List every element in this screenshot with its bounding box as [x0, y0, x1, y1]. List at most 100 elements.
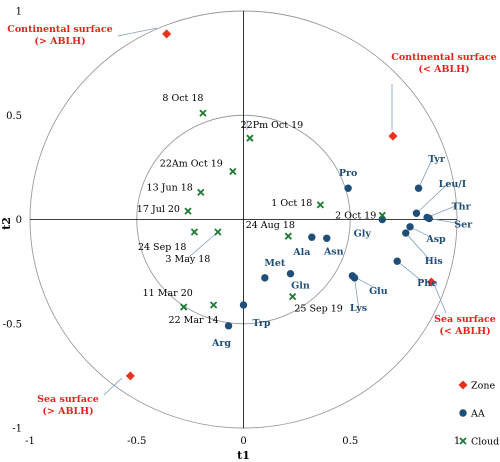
cloud-label-13-jun-18: 13 Jun 18	[147, 182, 193, 193]
data-points	[125, 29, 436, 381]
cloud-label-11-mar-20: 11 Mar 20	[143, 288, 193, 299]
y-axis-title: t2	[0, 217, 13, 230]
leader-line-leu-i	[416, 182, 449, 214]
point-labels: Continental surface (> ABLH) Continental s…	[7, 24, 496, 417]
aa-point-trp	[239, 301, 248, 309]
cloud-label-22-mar-14: 22 Mar 14	[169, 315, 219, 326]
aa-point-asn	[323, 234, 331, 242]
leader-line-thr	[426, 205, 458, 218]
leader-line-his	[405, 232, 431, 261]
aa-label-asp: Asp	[425, 234, 446, 245]
cloud-point-22am-oct-19	[229, 167, 237, 176]
aa-point-met	[261, 274, 269, 282]
cloud-point-1-oct-18	[316, 201, 324, 209]
leader-line-3-may-18	[187, 231, 219, 259]
cloud-point-11-mar-20	[180, 303, 188, 311]
legend-entry-cloud: Cloud	[459, 437, 499, 448]
aa-label-phe: Phe	[417, 278, 437, 289]
zone-point-sea-surface-ablh	[125, 371, 135, 381]
cloud-label-3-may-18: 3 May 18	[165, 254, 210, 265]
cloud-point-13-jun-18	[197, 188, 205, 197]
aa-point-gln	[286, 270, 295, 278]
aa-point-arg	[224, 322, 233, 330]
aa-label-trp: Trp	[252, 318, 270, 329]
aa-point-asp	[406, 223, 414, 231]
aa-point-pro	[344, 184, 352, 192]
cloud-label-2-oct-19: 2 Oct 19	[335, 210, 376, 221]
legend-entry-zone: Zone	[458, 380, 495, 392]
x-tick-label: 0	[240, 436, 246, 447]
aa-label-his: His	[425, 256, 443, 267]
aa-label-gln: Gln	[291, 281, 310, 292]
cloud-point-24-aug-18	[284, 232, 292, 240]
x-axis-title: t1	[237, 449, 250, 462]
aa-label-ala: Ala	[292, 247, 310, 258]
legend-marker-aa	[459, 409, 467, 417]
y-tick-label: 0.5	[6, 111, 22, 122]
aa-label-lys: Lys	[350, 303, 367, 314]
aa-label-arg: Arg	[211, 338, 231, 349]
legend: Zone AA Cloud	[458, 380, 499, 448]
leader-line-phe	[396, 260, 424, 283]
legend-label-zone: Zone	[471, 381, 495, 392]
zone-label-sea-surface-ablh: Sea surface (< ABLH)	[434, 314, 496, 337]
aa-label-thr: Thr	[452, 201, 472, 212]
y-tick-label: 0	[16, 215, 22, 226]
x-tick-label: -0.5	[127, 436, 146, 447]
leader-line-continental-surface-ablh	[117, 27, 158, 37]
cloud-point-2-oct-19	[378, 211, 386, 219]
y-tick-label: -0.5	[3, 319, 22, 330]
legend-label-cloud: Cloud	[471, 437, 499, 448]
y-tick-label: -1	[12, 424, 22, 435]
legend-marker-cloud	[459, 437, 467, 445]
aa-label-met: Met	[264, 258, 286, 269]
zone-label-continental-surface-ablh: Continental surface (< ABLH)	[391, 52, 496, 75]
aa-point-his	[402, 229, 410, 237]
cloud-point-8-oct-18	[199, 109, 207, 117]
aa-label-pro: Pro	[339, 168, 358, 179]
aa-point-leu-i	[412, 209, 421, 217]
leader-line-asp	[409, 226, 433, 239]
legend-entry-aa: AA	[459, 409, 485, 420]
legend-label-aa: AA	[470, 409, 485, 420]
cloud-point-22-mar-14	[209, 301, 218, 309]
cloud-label-17-jul-20: 17 Jul 20	[137, 204, 180, 215]
cloud-point-25-sep-19	[288, 293, 297, 301]
cloud-label-1-oct-18: 1 Oct 18	[271, 198, 312, 209]
cloud-point-3-may-18	[214, 228, 222, 236]
aa-point-ala	[308, 233, 316, 241]
x-tick-label: -1	[25, 436, 35, 447]
x-tick-label: 0.5	[342, 436, 358, 447]
aa-label-glu: Glu	[369, 286, 388, 297]
leader-line-tyr	[418, 158, 433, 189]
zone-point-continental-surface-ablh	[162, 29, 172, 39]
cloud-point-24-sep-18	[190, 228, 199, 236]
aa-label-gly: Gly	[354, 229, 372, 240]
axes	[30, 11, 457, 428]
cloud-label-22pm-oct-19: 22Pm Oct 19	[241, 120, 304, 131]
cloud-label-24-sep-18: 24 Sep 18	[138, 242, 186, 253]
aa-label-ser: Ser	[454, 219, 473, 230]
tick-labels: -1 -0.5 0 0.5 1 1 0.5 0 -0.5 -1	[3, 7, 460, 448]
leader-line-ser	[429, 218, 460, 224]
leader-line-sea-surface-ablh	[103, 377, 123, 396]
cloud-label-25-sep-19: 25 Sep 19	[294, 304, 342, 315]
label-leader-lines	[103, 27, 460, 396]
aa-point-ser	[425, 214, 433, 223]
zone-label-continental-surface-ablh: Continental surface (> ABLH)	[7, 24, 112, 47]
axis-titles: t1 t2	[0, 217, 250, 462]
cloud-point-17-jul-20	[184, 207, 192, 215]
legend-marker-zone	[458, 380, 468, 390]
cloud-label-24-aug-18: 24 Aug 18	[246, 220, 295, 231]
y-tick-label: 1	[16, 7, 22, 18]
aa-point-phe	[393, 257, 401, 265]
zone-label-sea-surface-ablh: Sea surface (> ABLH)	[37, 394, 99, 417]
zone-point-continental-surface-ablh	[388, 131, 398, 141]
aa-label-leu-i: Leu/I	[439, 179, 467, 190]
aa-label-tyr: Tyr	[428, 154, 446, 165]
cloud-label-8-oct-18: 8 Oct 18	[162, 93, 203, 104]
aa-point-lys	[350, 274, 359, 282]
leader-line-sea-surface-ablh	[433, 283, 447, 314]
aa-label-asn: Asn	[323, 246, 344, 257]
